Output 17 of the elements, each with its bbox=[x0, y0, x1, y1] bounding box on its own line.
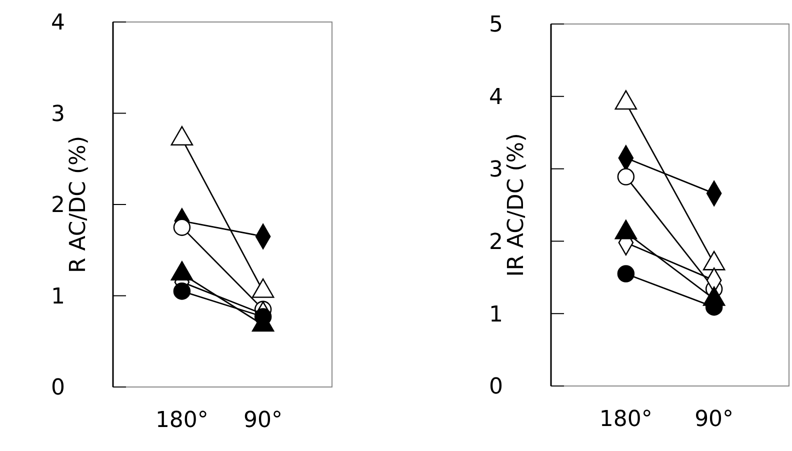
y-tick-label: 2 bbox=[51, 193, 65, 218]
y-tick-label: 0 bbox=[489, 374, 503, 400]
x-tick-label: 90° bbox=[244, 408, 283, 433]
x-tick-label: 180° bbox=[155, 408, 208, 433]
y-tick-label: 1 bbox=[51, 284, 65, 310]
y-tick-label: 1 bbox=[489, 302, 503, 328]
y-axis-title: IR AC/DC (%) bbox=[504, 133, 529, 277]
y-tick-label: 0 bbox=[51, 376, 65, 401]
x-tick-label: 180° bbox=[599, 407, 652, 432]
y-tick-label: 3 bbox=[51, 102, 65, 127]
y-axis-title: R AC/DC (%) bbox=[66, 136, 91, 274]
x-tick-label: 90° bbox=[694, 407, 734, 432]
y-tick-label: 5 bbox=[489, 12, 503, 38]
y-tick-label: 4 bbox=[51, 10, 65, 36]
y-tick-label: 2 bbox=[489, 230, 503, 255]
y-tick-label: 4 bbox=[489, 85, 503, 110]
y-tick-label: 3 bbox=[489, 158, 503, 182]
